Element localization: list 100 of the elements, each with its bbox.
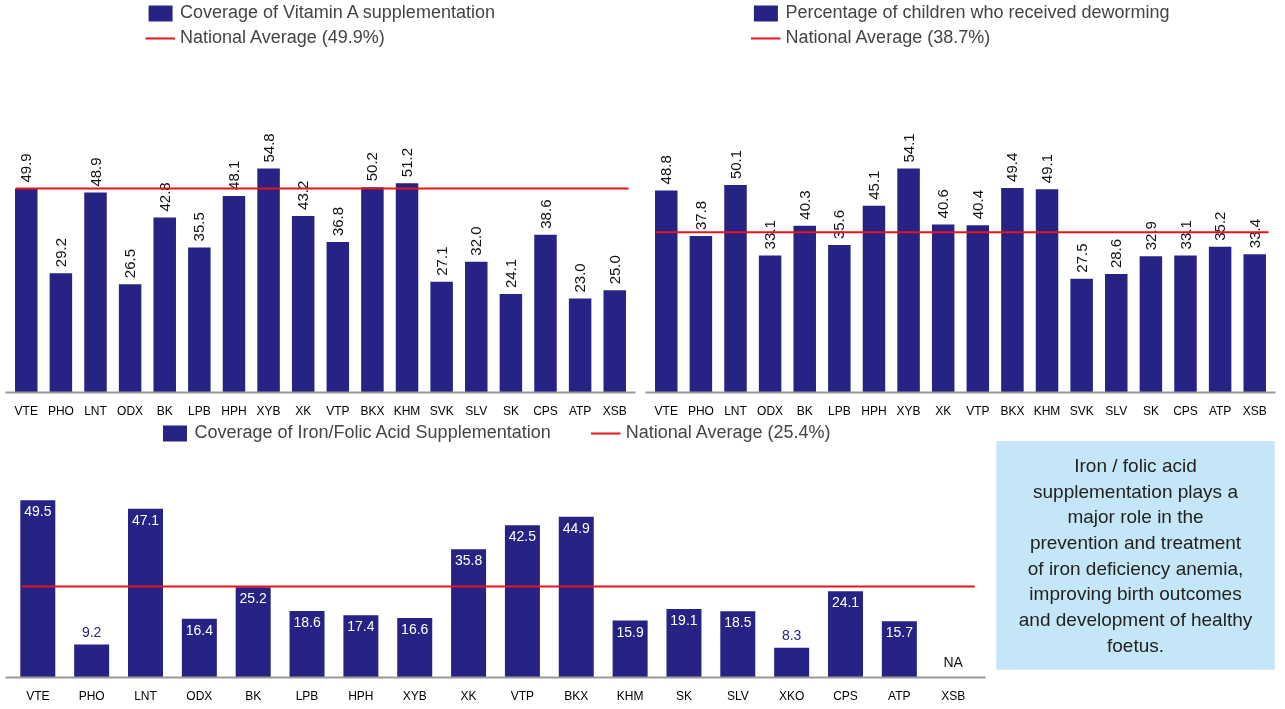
data-label: 32.9 bbox=[1141, 221, 1159, 251]
data-label: 15.7 bbox=[885, 624, 914, 641]
data-label: 16.6 bbox=[401, 621, 429, 638]
x-tick-label: LNT bbox=[134, 688, 158, 703]
bar bbox=[758, 255, 782, 393]
data-label: 33.4 bbox=[1245, 219, 1263, 249]
bar bbox=[1208, 246, 1232, 393]
text: Iron / folic acid supplementation plays a major role in the prevention and treatment of iron deficiency anemia, improving birth outcomes and development of healthy foetus. bbox=[1018, 454, 1253, 656]
bar bbox=[128, 508, 163, 678]
bar bbox=[1105, 274, 1128, 393]
data-label: 17.4 bbox=[347, 618, 375, 635]
bar bbox=[499, 293, 523, 393]
data-label: 15.9 bbox=[616, 623, 644, 640]
data-label: 49.9 bbox=[17, 153, 35, 183]
x-tick-label: ATP bbox=[568, 403, 592, 418]
bar bbox=[74, 644, 110, 678]
bar bbox=[153, 217, 176, 393]
bar bbox=[20, 500, 56, 678]
x-tick-label: CPS bbox=[533, 403, 558, 418]
x-tick-label: XYB bbox=[256, 403, 281, 418]
data-label: 48.1 bbox=[224, 160, 242, 190]
x-tick-label: BKX bbox=[1000, 403, 1025, 418]
bar bbox=[1035, 189, 1059, 393]
bar bbox=[84, 192, 107, 393]
legend-label: Coverage of Iron/Folic Acid Supplementation bbox=[194, 422, 551, 443]
bar bbox=[612, 620, 648, 678]
data-label: 23.0 bbox=[571, 263, 589, 293]
bar bbox=[465, 261, 488, 393]
data-label: 48.8 bbox=[657, 155, 675, 185]
x-tick-label: KHM bbox=[1033, 403, 1061, 418]
bar bbox=[222, 195, 246, 393]
data-label: 18.6 bbox=[293, 613, 321, 630]
legend-label: National Average (49.9%) bbox=[180, 27, 385, 48]
x-tick-label: PHO bbox=[47, 403, 74, 418]
data-label: 37.8 bbox=[691, 200, 709, 230]
x-tick-label: ODX bbox=[117, 403, 144, 418]
bar bbox=[49, 273, 73, 393]
bar bbox=[689, 235, 713, 393]
x-tick-label: VTP bbox=[966, 403, 990, 418]
data-label: 35.2 bbox=[1211, 211, 1229, 241]
x-tick-label: ODX bbox=[757, 403, 784, 418]
bar bbox=[430, 281, 453, 393]
bar bbox=[568, 298, 592, 393]
data-label: 8.3 bbox=[781, 626, 802, 643]
bar bbox=[395, 183, 419, 393]
data-label: 26.5 bbox=[121, 248, 139, 279]
x-tick-label: BK bbox=[796, 403, 813, 418]
x-tick-label: SK bbox=[1142, 403, 1159, 418]
data-label: 27.5 bbox=[1072, 243, 1090, 273]
data-label: 28.6 bbox=[1107, 238, 1125, 269]
bar bbox=[558, 516, 594, 678]
text: NA bbox=[943, 653, 963, 670]
data-label: 48.9 bbox=[86, 157, 104, 187]
data-label: 38.6 bbox=[536, 199, 554, 229]
bar bbox=[793, 225, 816, 393]
x-tick-label: PHO bbox=[687, 403, 714, 418]
x-tick-label: SK bbox=[675, 688, 692, 703]
data-label: 35.8 bbox=[454, 552, 483, 569]
x-tick-label: BK bbox=[245, 688, 262, 703]
data-label: 36.8 bbox=[328, 206, 346, 237]
bar bbox=[666, 609, 702, 678]
data-label: 49.4 bbox=[1003, 152, 1021, 182]
bar bbox=[326, 242, 350, 393]
data-label: 45.1 bbox=[864, 170, 882, 200]
bar bbox=[118, 284, 142, 393]
x-tick-label: ATP bbox=[888, 688, 911, 703]
x-tick-label: LNT bbox=[724, 403, 748, 418]
x-tick-label: LNT bbox=[84, 403, 108, 418]
x-tick-label: VTE bbox=[14, 403, 38, 418]
x-tick-label: SLV bbox=[726, 688, 749, 703]
x-tick-label: VTE bbox=[26, 688, 50, 703]
data-label: 18.5 bbox=[724, 614, 752, 631]
bar bbox=[931, 224, 955, 393]
data-label: 49.1 bbox=[1038, 154, 1056, 184]
bar bbox=[828, 591, 863, 678]
bar bbox=[451, 549, 487, 678]
x-tick-label: BKX bbox=[564, 688, 589, 703]
data-label: 19.1 bbox=[670, 612, 698, 629]
x-tick-label: SLV bbox=[1105, 403, 1128, 418]
bar bbox=[897, 168, 920, 393]
x-tick-label: ATP bbox=[1208, 403, 1232, 418]
data-label: 32.0 bbox=[467, 226, 485, 256]
x-tick-label: SVK bbox=[429, 403, 454, 418]
bar bbox=[257, 168, 280, 393]
data-label: 40.4 bbox=[968, 190, 986, 220]
bar bbox=[1001, 187, 1024, 393]
data-label: 35.5 bbox=[190, 212, 208, 242]
x-tick-label: XYB bbox=[896, 403, 921, 418]
data-label: 24.1 bbox=[501, 258, 519, 288]
bar bbox=[188, 247, 211, 393]
bar bbox=[862, 205, 886, 393]
x-tick-label: SK bbox=[502, 403, 519, 418]
x-tick-label: PHO bbox=[78, 688, 105, 703]
bar bbox=[655, 190, 678, 393]
x-tick-label: KHM bbox=[616, 688, 644, 703]
x-tick-label: CPS bbox=[833, 688, 858, 703]
x-tick-label: HPH bbox=[348, 688, 374, 703]
bar bbox=[235, 587, 271, 678]
bar bbox=[504, 525, 540, 678]
bar bbox=[181, 618, 217, 678]
